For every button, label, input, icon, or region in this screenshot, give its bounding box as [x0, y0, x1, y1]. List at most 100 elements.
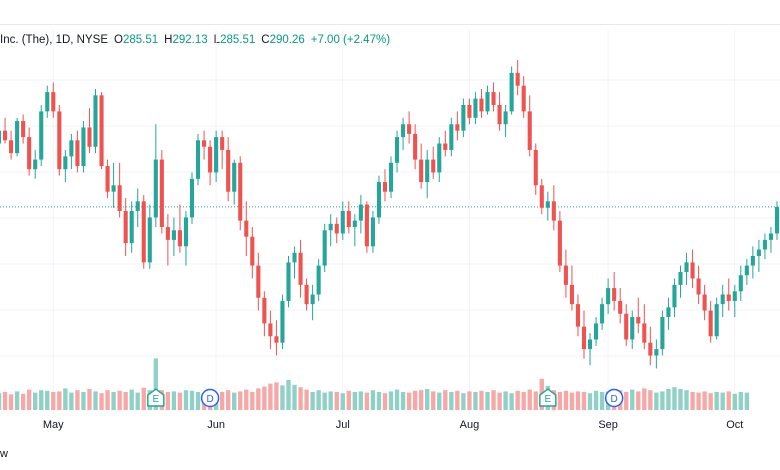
volume-bar	[69, 392, 74, 410]
candle	[27, 127, 32, 176]
candle	[600, 297, 605, 330]
candle-body	[708, 310, 713, 337]
volume-bar	[316, 390, 321, 410]
volume-bar	[57, 391, 62, 410]
candle	[497, 92, 502, 131]
candle-body	[720, 294, 725, 305]
volume-bar	[322, 392, 327, 410]
candle	[183, 210, 189, 266]
candle-body	[726, 294, 731, 301]
candle	[618, 288, 623, 324]
volume-bar	[400, 392, 406, 410]
candle	[527, 95, 532, 157]
candle	[394, 130, 400, 173]
dividend-marker[interactable]: D	[604, 388, 624, 408]
earnings-marker[interactable]: E	[539, 388, 557, 407]
volume-bar	[298, 387, 303, 410]
candle	[551, 185, 556, 231]
candle	[51, 82, 56, 118]
candle	[419, 143, 424, 189]
candle-body	[563, 265, 568, 285]
candle-body	[581, 326, 587, 350]
candle-body	[15, 121, 20, 154]
volume-bar	[690, 392, 695, 410]
candle-body	[407, 124, 412, 134]
candle-body	[594, 323, 599, 340]
footer-text: w	[0, 448, 8, 460]
candle-body	[690, 262, 695, 279]
x-tick-label: Oct	[726, 419, 743, 431]
candle-body	[600, 304, 605, 324]
candle-body	[262, 297, 267, 324]
candle-body	[382, 182, 388, 192]
legend-low-label: L	[213, 34, 221, 46]
volume-bar	[14, 391, 20, 410]
candle	[304, 278, 309, 311]
volume-bar	[437, 392, 442, 410]
candle-body	[0, 130, 2, 144]
candle	[660, 310, 665, 356]
volume-bar	[189, 390, 195, 410]
candle	[147, 204, 152, 269]
volume-bar	[702, 391, 707, 410]
candle	[413, 124, 418, 170]
candle	[33, 149, 38, 179]
volume-bar	[123, 392, 128, 410]
candle	[292, 246, 297, 279]
volume-bar	[256, 388, 261, 410]
volume-bar	[557, 392, 563, 410]
candle	[539, 178, 544, 215]
earnings-marker[interactable]: E	[147, 388, 165, 407]
candle-body	[81, 127, 86, 167]
volume-bar	[461, 393, 466, 410]
candle	[346, 201, 351, 234]
candle-body	[431, 159, 436, 173]
candle-body	[177, 230, 182, 247]
volume-bar	[8, 394, 14, 410]
candle-body	[274, 336, 279, 343]
candle-body	[702, 294, 707, 311]
candle	[648, 326, 653, 366]
volume-bar	[129, 389, 134, 410]
candle-body	[322, 230, 327, 266]
candle	[316, 259, 321, 301]
candle-body	[509, 72, 514, 112]
candle	[171, 217, 176, 256]
candle-body	[39, 111, 44, 160]
candle	[189, 172, 195, 224]
volume-bar	[636, 391, 641, 410]
candle-body	[171, 230, 176, 240]
volume-bar	[491, 390, 496, 410]
volume-bar	[358, 391, 364, 410]
candle	[774, 201, 780, 240]
volume-bar	[533, 391, 538, 410]
candle-body	[183, 217, 189, 247]
volume-bar	[171, 391, 177, 410]
candle	[750, 246, 755, 279]
candle	[9, 130, 14, 160]
candle-body	[99, 95, 104, 167]
volume-bar	[642, 388, 647, 410]
dividend-marker[interactable]: D	[200, 388, 220, 408]
volume-bar	[51, 392, 56, 410]
candle-body	[533, 149, 538, 186]
candle-body	[292, 252, 297, 263]
candle	[437, 137, 442, 183]
candle-body	[630, 316, 635, 340]
legend-symbol[interactable]: Inc. (The), 1D, NYSE	[0, 34, 109, 46]
candle	[75, 130, 80, 173]
candle-body	[666, 307, 671, 317]
volume-bar	[388, 391, 394, 410]
candle	[624, 304, 629, 346]
candle-body	[250, 236, 255, 266]
candle	[732, 284, 737, 317]
volume-bar	[135, 392, 140, 410]
candle	[57, 104, 62, 176]
candle-body	[660, 316, 665, 350]
candle-body	[226, 149, 231, 192]
candle-body	[129, 210, 134, 244]
legend-open-label: O	[114, 34, 123, 46]
candle	[117, 162, 122, 218]
